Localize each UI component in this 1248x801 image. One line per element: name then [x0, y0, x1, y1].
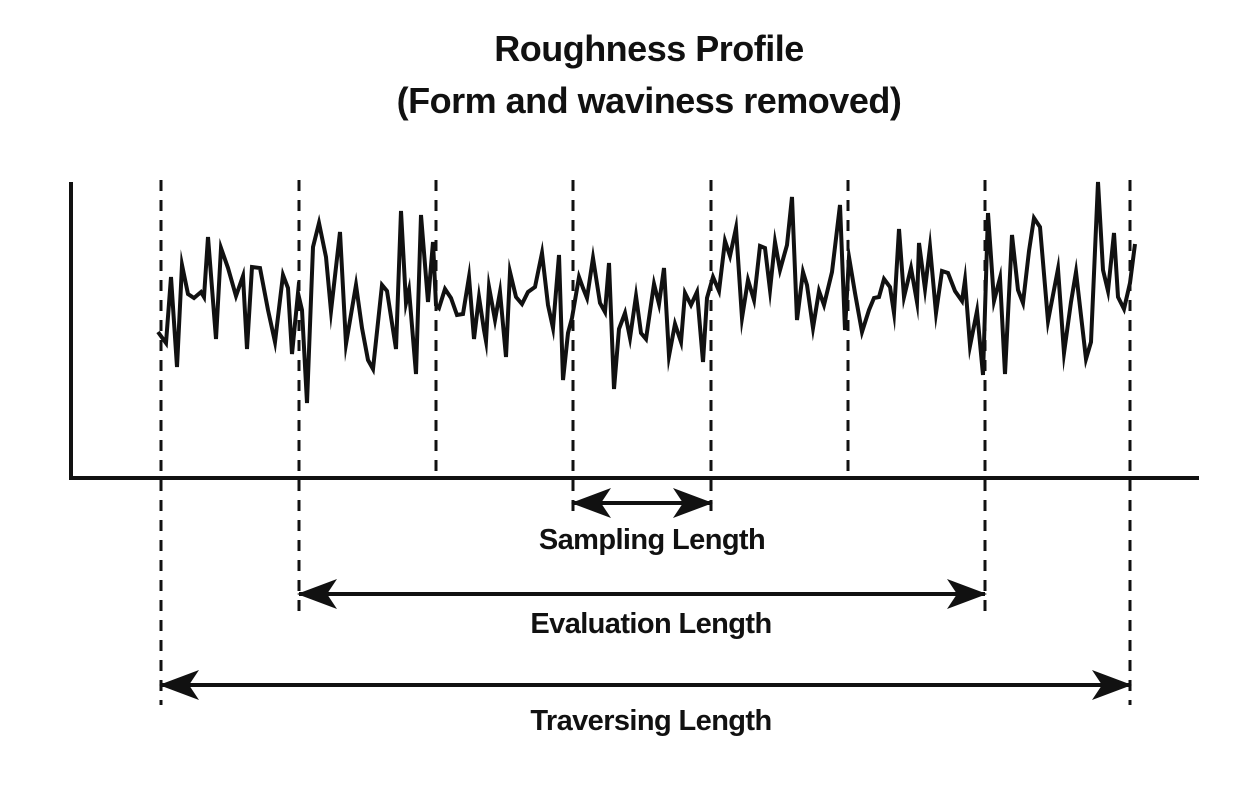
- evaluation-length-label: Evaluation Length: [530, 608, 772, 640]
- traversing-length-label: Traversing Length: [530, 705, 772, 737]
- sampling-length-label: Sampling Length: [538, 524, 766, 556]
- roughness-profile-line: [156, 181, 1137, 404]
- chart-title: Roughness Profile: [494, 28, 804, 69]
- dimension-arrows: [159, 488, 1132, 700]
- axes: [69, 182, 1199, 480]
- chart-subtitle: (Form and waviness removed): [396, 80, 902, 121]
